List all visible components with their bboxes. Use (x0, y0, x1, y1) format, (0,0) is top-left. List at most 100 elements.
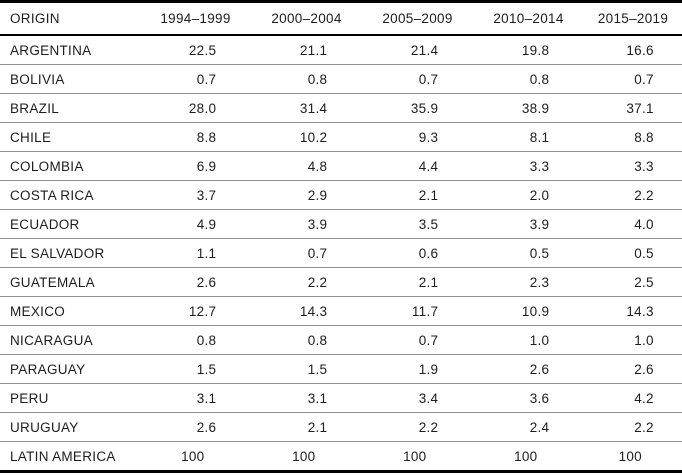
fraction-part: .2 (642, 187, 654, 203)
fraction-part: .7 (204, 71, 217, 87)
decimal-aligned-number: 0.6 (392, 246, 444, 261)
fraction-part: .8 (204, 129, 217, 145)
fraction-part: .8 (204, 332, 217, 348)
integer-part: 10 (299, 129, 316, 145)
origin-cell: GUATEMALA (0, 267, 140, 297)
fraction-part: .7 (426, 71, 439, 87)
value-cell: 3.3 (473, 151, 584, 181)
origin-cell: COLOMBIA (0, 151, 140, 181)
value-cell: 3.9 (473, 209, 584, 239)
decimal-aligned-number: 2.1 (392, 188, 444, 203)
fraction-part: .8 (315, 158, 328, 174)
value-cell: 2.6 (140, 267, 251, 297)
origin-cell: PARAGUAY (0, 354, 140, 384)
value-cell: 0.7 (140, 64, 251, 94)
value-cell: 2.2 (251, 267, 362, 297)
fraction-part: .5 (204, 361, 217, 377)
value-cell: 31.4 (251, 93, 362, 123)
fraction-part: .1 (315, 42, 328, 58)
table-row: GUATEMALA 2.6 2.2 2.1 2.3 2.5 (0, 267, 682, 297)
fraction-part: .9 (315, 187, 328, 203)
decimal-aligned-number: 31.4 (281, 101, 333, 116)
fraction-part: .0 (642, 332, 654, 348)
integer-part: 1 (418, 361, 427, 377)
decimal-aligned-number: 4.8 (281, 159, 333, 174)
integer-part: 2 (307, 274, 316, 290)
fraction-part: .0 (537, 187, 550, 203)
fraction-part: .9 (537, 216, 550, 232)
fraction-part: .9 (204, 216, 217, 232)
value-cell: 4.8 (251, 151, 362, 181)
decimal-aligned-number: 3.4 (392, 391, 444, 406)
column-header-period-2000-2004: 2000–2004 (251, 1, 362, 36)
fraction-part: .8 (537, 42, 550, 58)
integer-part: 4 (418, 158, 427, 174)
fraction-part (316, 449, 333, 464)
fraction-part: .6 (426, 245, 439, 261)
value-cell: 1.9 (362, 354, 473, 384)
integer-part: 2 (529, 274, 538, 290)
fraction-part (538, 449, 555, 464)
fraction-part: .1 (426, 187, 439, 203)
fraction-part: .3 (315, 303, 328, 319)
integer-part: 28 (188, 100, 205, 116)
fraction-part: .9 (537, 100, 550, 116)
column-header-period-2010-2014: 2010–2014 (473, 1, 584, 36)
fraction-part: .2 (315, 274, 328, 290)
decimal-aligned-number: 2.1 (281, 420, 333, 435)
integer-part: 8 (529, 129, 538, 145)
integer-part: 1 (307, 361, 316, 377)
decimal-aligned-number: 22.5 (170, 43, 222, 58)
decimal-aligned-number: 2.0 (503, 188, 555, 203)
integer-part: 2 (196, 274, 205, 290)
fraction-part: .5 (537, 245, 550, 261)
decimal-aligned-number: 100 (281, 449, 333, 464)
integer-part: 2 (634, 274, 642, 290)
fraction-part: .7 (204, 303, 217, 319)
fraction-part: .9 (537, 303, 550, 319)
value-cell: 16.6 (584, 35, 682, 65)
integer-part: 14 (626, 303, 642, 319)
decimal-aligned-number: 3.3 (607, 159, 659, 174)
fraction-part: .3 (537, 158, 550, 174)
decimal-aligned-number: 2.2 (607, 420, 659, 435)
decimal-aligned-number: 21.1 (281, 43, 333, 58)
decimal-aligned-number: 10.9 (503, 304, 555, 319)
integer-part: 11 (411, 303, 427, 319)
integer-part: 16 (626, 42, 642, 58)
value-cell: 0.6 (362, 238, 473, 268)
integer-part: 3 (634, 158, 642, 174)
value-cell: 19.8 (473, 35, 584, 65)
fraction-part: .6 (642, 42, 654, 58)
integer-part: 100 (514, 448, 538, 464)
integer-part: 8 (196, 129, 205, 145)
decimal-aligned-number: 16.6 (607, 43, 659, 58)
fraction-part: .6 (204, 274, 217, 290)
integer-part: 14 (299, 303, 316, 319)
integer-part: 19 (521, 42, 538, 58)
table-row: PERU 3.1 3.1 3.4 3.6 4.2 (0, 383, 682, 413)
decimal-aligned-number: 14.3 (607, 304, 659, 319)
decimal-aligned-number: 0.8 (281, 333, 333, 348)
value-cell: 22.5 (140, 35, 251, 65)
value-cell: 100 (584, 441, 682, 472)
fraction-part: .1 (537, 129, 550, 145)
value-cell: 12.7 (140, 296, 251, 326)
table-row: EL SALVADOR 1.1 0.7 0.6 0.5 0.5 (0, 238, 682, 268)
value-cell: 21.1 (251, 35, 362, 65)
fraction-part: .1 (204, 245, 217, 261)
fraction-part: .6 (642, 361, 654, 377)
fraction-part: .3 (537, 274, 550, 290)
table-row: PARAGUAY 1.5 1.5 1.9 2.6 2.6 (0, 354, 682, 384)
fraction-part: .1 (204, 390, 217, 406)
value-cell: 1.5 (251, 354, 362, 384)
integer-part: 3 (529, 158, 538, 174)
integer-part: 3 (529, 216, 538, 232)
decimal-aligned-number: 0.8 (503, 72, 555, 87)
value-cell: 3.7 (140, 180, 251, 210)
decimal-aligned-number: 3.3 (503, 159, 555, 174)
value-cell: 8.1 (473, 122, 584, 152)
decimal-aligned-number: 1.5 (170, 362, 222, 377)
value-cell: 2.2 (584, 180, 682, 210)
fraction-part: .2 (426, 419, 439, 435)
